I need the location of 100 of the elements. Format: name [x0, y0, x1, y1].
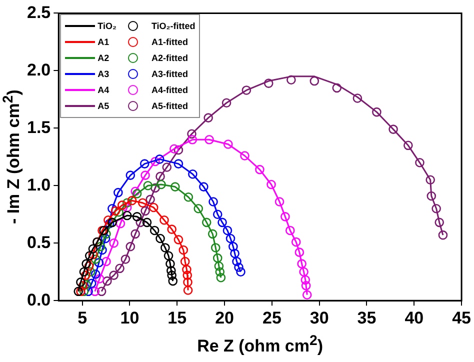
point [160, 243, 170, 252]
x-tick-label: 20 [215, 308, 234, 328]
point [146, 194, 155, 204]
point [100, 234, 110, 244]
point [109, 238, 118, 248]
legend-label: A5-fitted [151, 101, 188, 112]
point [79, 286, 89, 296]
legend-label: A4-fitted [151, 85, 188, 96]
point [234, 262, 244, 272]
point [168, 276, 178, 286]
x-tick-label: 5 [78, 308, 88, 328]
point [183, 286, 193, 295]
point [132, 189, 142, 198]
point [372, 107, 382, 117]
point [170, 144, 179, 154]
point [120, 254, 130, 264]
point [226, 234, 236, 244]
point [352, 94, 362, 103]
point [202, 218, 212, 228]
point [230, 248, 240, 258]
x-tick-label: 45 [452, 308, 472, 328]
point [116, 218, 126, 228]
y-tick-label: 1.5 [26, 118, 51, 137]
point [174, 235, 184, 244]
point [218, 218, 227, 228]
point [228, 242, 238, 252]
point [156, 234, 165, 244]
point [291, 237, 301, 247]
point [102, 256, 111, 266]
point [122, 198, 132, 208]
point [127, 196, 137, 206]
legend-label: A4 [98, 85, 110, 96]
point [194, 204, 204, 214]
point [104, 215, 113, 225]
point [84, 251, 94, 260]
point [188, 169, 198, 179]
point [297, 259, 306, 268]
point [183, 278, 192, 287]
point [426, 191, 436, 201]
point [140, 206, 150, 216]
point [182, 264, 192, 274]
point [115, 264, 124, 274]
legend-label: A2 [98, 53, 110, 64]
point [136, 218, 146, 228]
point [143, 180, 153, 190]
point [302, 290, 312, 300]
point [88, 244, 98, 254]
point [90, 254, 100, 264]
point [167, 270, 176, 280]
point [78, 281, 88, 290]
point [126, 170, 136, 180]
point [240, 151, 250, 160]
point [232, 256, 242, 266]
point [204, 113, 213, 122]
x-tick-label: 40 [404, 308, 424, 328]
point [118, 200, 127, 210]
point [212, 210, 222, 220]
point [286, 75, 296, 85]
point [300, 275, 310, 285]
point [82, 280, 91, 290]
point [301, 281, 311, 290]
point [426, 175, 436, 185]
point [187, 129, 196, 139]
point [150, 183, 160, 193]
point [122, 202, 132, 212]
point [178, 245, 188, 255]
point [122, 210, 132, 220]
x-tick-label: 35 [357, 308, 376, 328]
point [74, 286, 83, 296]
legend-label: A2-fitted [151, 53, 188, 64]
point [332, 83, 342, 93]
point [438, 230, 448, 240]
point [285, 226, 295, 236]
point [434, 218, 444, 228]
legend-label: A5 [98, 101, 110, 112]
point [132, 212, 142, 222]
legend-label: TiO₂-fitted [151, 21, 196, 32]
point [90, 286, 100, 296]
point [415, 158, 424, 168]
x-tick-label: 10 [120, 308, 140, 328]
point [148, 202, 158, 212]
point [140, 170, 150, 180]
point [214, 261, 224, 271]
point [114, 207, 124, 217]
y-tick-label: 0.5 [26, 232, 51, 252]
point [94, 258, 104, 268]
point [114, 188, 123, 198]
point [156, 180, 166, 190]
point [182, 270, 192, 280]
point [188, 135, 198, 144]
x-tick-label: 15 [168, 308, 187, 328]
point [222, 226, 232, 236]
y-tick-label: 1.0 [26, 175, 51, 194]
point [210, 243, 220, 252]
point [130, 186, 140, 196]
point [299, 267, 308, 277]
point [204, 135, 214, 144]
point [142, 218, 152, 228]
point [76, 278, 86, 287]
point [164, 251, 174, 260]
